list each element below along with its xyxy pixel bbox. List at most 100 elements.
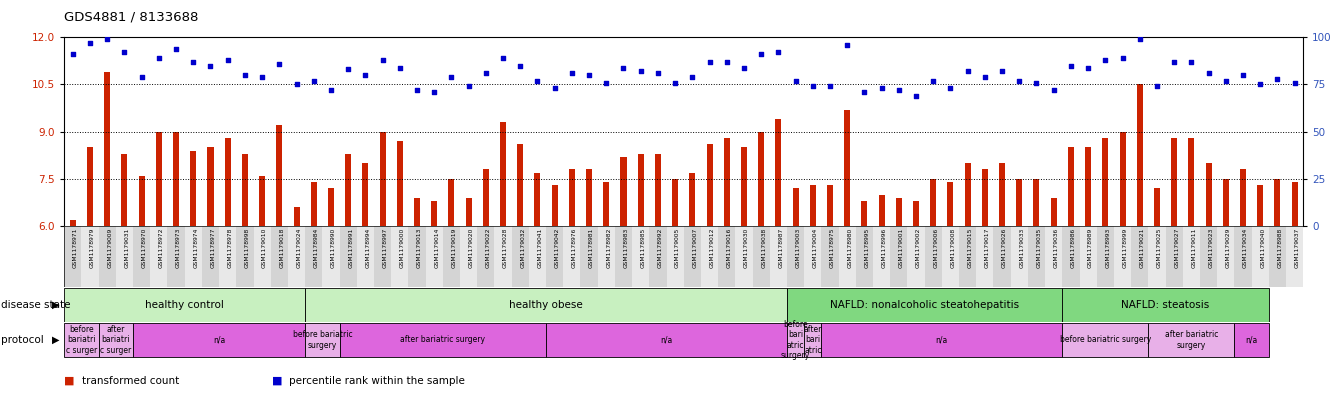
Point [939, 85, 961, 92]
Text: n/a: n/a [661, 336, 673, 344]
Bar [64, 226, 82, 287]
Point [1009, 77, 1030, 84]
Bar [586, 169, 593, 226]
Point [1094, 57, 1116, 63]
Text: GSM1178979: GSM1178979 [90, 228, 95, 268]
Text: GSM1178978: GSM1178978 [227, 228, 233, 268]
Text: after
bari
atric: after bari atric [804, 325, 822, 355]
Bar [260, 176, 265, 226]
Bar [1206, 163, 1212, 226]
Point [1026, 79, 1048, 86]
Bar [804, 226, 822, 287]
Text: GSM1178989: GSM1178989 [1088, 228, 1093, 268]
Bar [70, 220, 76, 226]
Text: GSM1178971: GSM1178971 [72, 228, 78, 268]
Point [595, 79, 617, 86]
FancyBboxPatch shape [99, 323, 132, 357]
Point [681, 74, 702, 80]
Point [578, 72, 599, 78]
Point [716, 59, 737, 65]
Bar [288, 226, 305, 287]
Bar [1153, 188, 1160, 226]
Point [613, 64, 634, 71]
Point [854, 89, 875, 95]
Bar [672, 179, 678, 226]
Bar [1251, 226, 1268, 287]
Text: GSM1178980: GSM1178980 [847, 228, 852, 268]
Point [510, 62, 531, 69]
Point [974, 74, 995, 80]
Text: GSM1179038: GSM1179038 [761, 228, 767, 268]
Bar [1137, 84, 1143, 226]
Point [166, 46, 187, 52]
Text: percentile rank within the sample: percentile rank within the sample [289, 376, 464, 386]
Bar [448, 179, 455, 226]
Bar [1103, 138, 1108, 226]
Bar [466, 198, 471, 226]
Bar [615, 226, 632, 287]
Bar [907, 226, 925, 287]
Bar [982, 169, 987, 226]
Text: GSM1179016: GSM1179016 [727, 228, 732, 268]
Bar [569, 169, 575, 226]
FancyBboxPatch shape [1148, 323, 1235, 357]
Point [407, 87, 428, 93]
Point [1044, 87, 1065, 93]
Text: after bariatric surgery: after bariatric surgery [400, 336, 486, 344]
Bar [701, 226, 719, 287]
Text: GSM1179012: GSM1179012 [709, 228, 714, 268]
Point [337, 66, 359, 73]
Text: GSM1178981: GSM1178981 [589, 228, 594, 268]
Bar [277, 125, 282, 226]
FancyBboxPatch shape [64, 323, 99, 357]
Bar [1274, 179, 1280, 226]
FancyBboxPatch shape [787, 323, 804, 357]
Bar [104, 72, 110, 226]
Bar [305, 226, 322, 287]
Bar [375, 226, 391, 287]
Bar [581, 226, 598, 287]
Point [819, 83, 840, 90]
Text: GSM1179022: GSM1179022 [486, 228, 491, 268]
Text: GSM1179030: GSM1179030 [744, 228, 749, 268]
Bar [310, 182, 317, 226]
Text: n/a: n/a [935, 336, 947, 344]
Bar [947, 182, 954, 226]
Text: GSM1179009: GSM1179009 [107, 228, 112, 268]
Point [801, 83, 823, 90]
Text: GSM1179032: GSM1179032 [520, 228, 526, 268]
Bar [598, 226, 615, 287]
Bar [391, 226, 408, 287]
Text: ■: ■ [64, 376, 75, 386]
Point [182, 59, 203, 65]
Bar [173, 132, 179, 226]
Text: GSM1178994: GSM1178994 [365, 228, 371, 268]
Bar [132, 226, 150, 287]
Text: GDS4881 / 8133688: GDS4881 / 8133688 [64, 11, 198, 24]
Bar [322, 226, 340, 287]
Text: healthy control: healthy control [146, 299, 225, 310]
Point [751, 51, 772, 57]
Bar [856, 226, 872, 287]
Text: GSM1178983: GSM1178983 [624, 228, 629, 268]
Point [1077, 64, 1098, 71]
Bar [363, 163, 368, 226]
Bar [328, 188, 334, 226]
Bar [896, 198, 902, 226]
Text: GSM1178984: GSM1178984 [313, 228, 318, 268]
Bar [649, 226, 666, 287]
Text: protocol: protocol [1, 335, 44, 345]
Text: GSM1178977: GSM1178977 [210, 228, 215, 268]
Text: GSM1178997: GSM1178997 [383, 228, 388, 268]
Bar [632, 226, 649, 287]
Bar [719, 226, 736, 287]
Bar [443, 226, 460, 287]
Text: GSM1178986: GSM1178986 [1070, 228, 1076, 268]
Point [991, 68, 1013, 74]
Bar [827, 185, 834, 226]
Point [252, 74, 273, 80]
Text: GSM1179015: GSM1179015 [967, 228, 973, 268]
Bar [1131, 226, 1148, 287]
Bar [1062, 226, 1080, 287]
Text: GSM1179033: GSM1179033 [1020, 228, 1025, 268]
